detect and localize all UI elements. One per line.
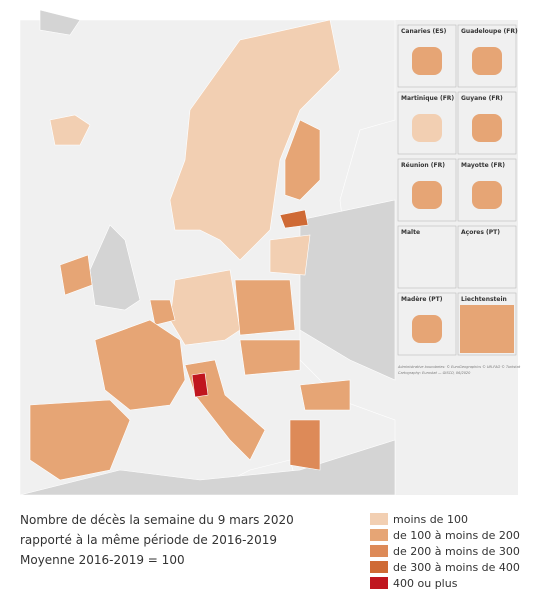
inset-label: Réunion (FR) — [401, 162, 445, 169]
poland — [234, 279, 296, 336]
legend-swatch — [370, 545, 388, 557]
inset-label: Canaries (ES) — [401, 28, 447, 35]
lombardy — [191, 372, 209, 398]
inset-label: Açores (PT) — [461, 229, 500, 236]
baltics — [269, 234, 311, 276]
great-britain — [89, 224, 141, 311]
greece — [289, 419, 321, 471]
central-europe — [239, 339, 301, 376]
inset-label: Malte — [401, 229, 420, 236]
legend: moins de 100 de 100 à moins de 200 de 200 … — [370, 513, 520, 590]
north-africa — [19, 439, 396, 496]
legend-label: de 200 à moins de 300 — [393, 545, 520, 558]
legend-swatch — [370, 529, 388, 541]
inset-shape — [460, 305, 514, 353]
inset-label: Guyane (FR) — [461, 95, 503, 102]
balkans — [299, 379, 351, 411]
germany — [169, 269, 241, 346]
legend-label: de 300 à moins de 400 — [393, 561, 520, 574]
credit: Cartography: Eurostat — GISCO, 06/2020 — [398, 371, 471, 375]
map — [19, 9, 396, 496]
inset-shape — [472, 181, 502, 209]
inset-label: Liechtenstein — [461, 296, 507, 303]
inset-shape — [472, 114, 502, 142]
benelux — [149, 299, 176, 326]
inset-shape — [412, 181, 442, 209]
inset-frame — [457, 225, 517, 289]
credit: Administrative boundaries: © EuroGeograp… — [397, 365, 521, 369]
iceland-region — [49, 114, 91, 146]
iceland — [39, 9, 81, 36]
caption: Nombre de décès la semaine du 9 mars 202… — [20, 513, 294, 527]
inset-frame — [397, 225, 457, 289]
legend-label: de 100 à moins de 200 — [393, 529, 520, 542]
iberia — [29, 399, 131, 481]
estonia — [279, 209, 309, 229]
caption: rapporté à la même période de 2016-2019 — [20, 533, 277, 547]
inset-label: Martinique (FR) — [401, 95, 454, 102]
finland — [284, 119, 321, 201]
insets: Canaries (ES) Guadeloupe (FR) Martinique (… — [397, 24, 518, 356]
legend-swatch — [370, 513, 388, 525]
france — [94, 319, 186, 411]
legend-label: moins de 100 — [393, 513, 468, 526]
legend-label: 400 ou plus — [393, 577, 458, 590]
eastern-europe — [299, 199, 396, 381]
inset-label: Guadeloupe (FR) — [461, 28, 518, 35]
scandinavia — [169, 19, 341, 261]
inset-shape — [412, 114, 442, 142]
caption: Moyenne 2016-2019 = 100 — [20, 553, 185, 567]
ireland — [59, 254, 93, 296]
legend-swatch — [370, 561, 388, 573]
inset-shape — [412, 47, 442, 75]
inset-shape — [412, 315, 442, 343]
inset-label: Mayotte (FR) — [461, 162, 505, 169]
inset-shape — [472, 47, 502, 75]
legend-swatch — [370, 577, 388, 589]
inset-label: Madère (PT) — [401, 296, 443, 303]
